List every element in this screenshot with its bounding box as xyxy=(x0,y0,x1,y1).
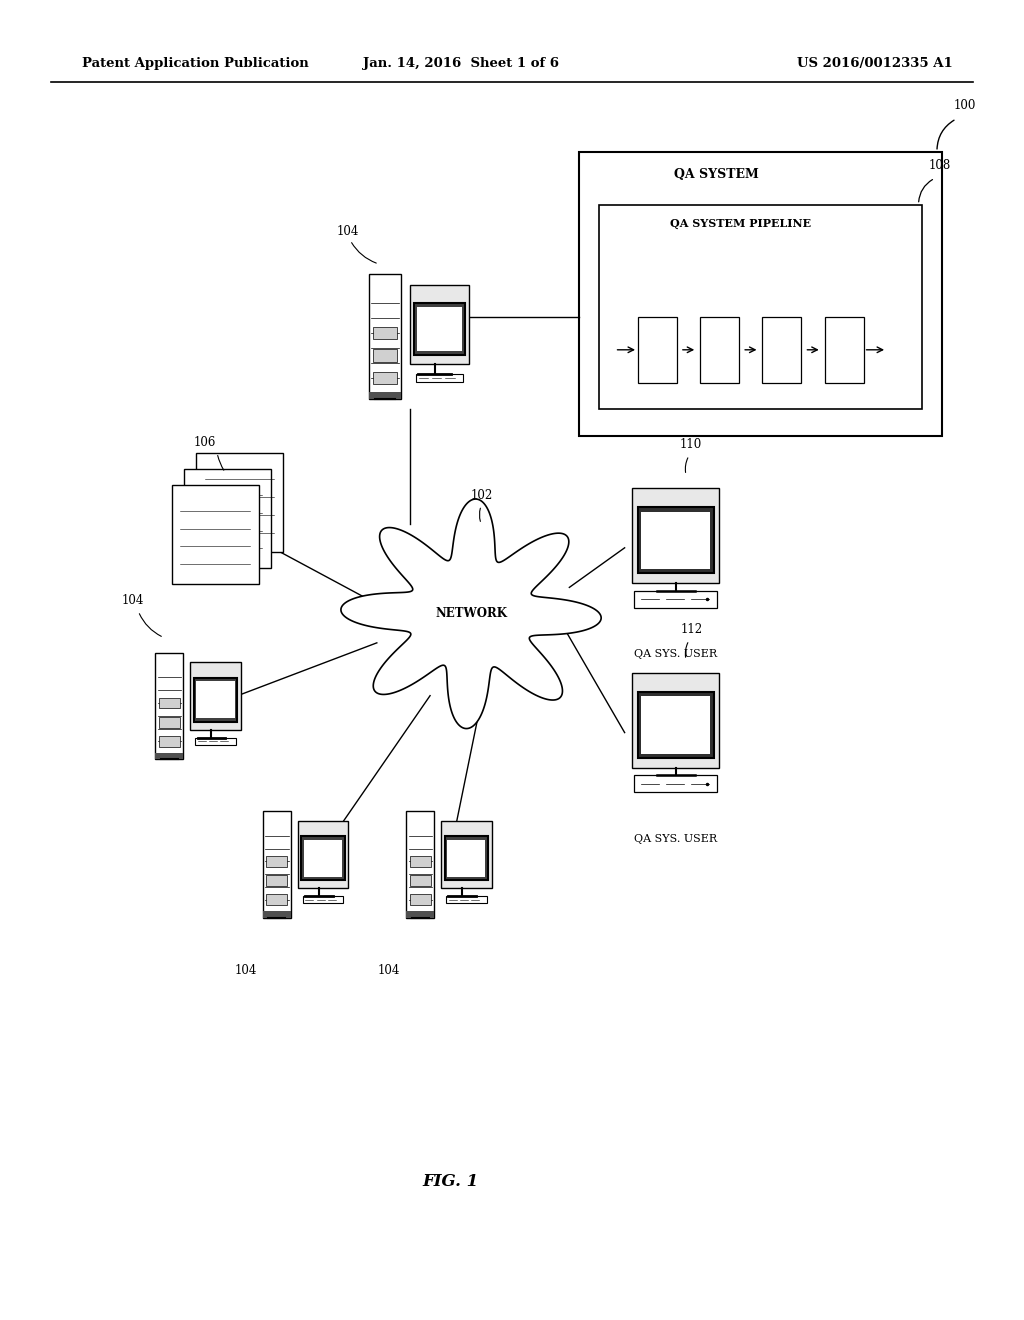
Bar xyxy=(641,512,711,569)
Bar xyxy=(441,821,492,888)
Bar xyxy=(301,837,345,880)
Bar xyxy=(824,317,863,383)
Bar xyxy=(159,717,179,727)
Bar xyxy=(633,673,719,768)
Bar xyxy=(266,857,287,867)
Text: 104: 104 xyxy=(378,964,400,977)
Bar xyxy=(159,698,179,709)
Bar xyxy=(410,895,430,906)
Bar xyxy=(190,663,241,730)
Bar xyxy=(373,326,397,339)
Text: 112: 112 xyxy=(680,623,702,636)
Text: QA SYSTEM PIPELINE: QA SYSTEM PIPELINE xyxy=(671,218,812,228)
Text: 100: 100 xyxy=(953,99,976,112)
Bar xyxy=(266,875,287,886)
Bar xyxy=(298,821,348,888)
Bar xyxy=(197,681,234,718)
Bar xyxy=(410,857,430,867)
Bar xyxy=(444,837,488,880)
Bar xyxy=(171,486,258,583)
Bar xyxy=(156,754,183,759)
Bar xyxy=(635,590,717,607)
Bar xyxy=(263,812,291,917)
Text: FIG. 1: FIG. 1 xyxy=(423,1173,478,1189)
Text: Patent Application Publication: Patent Application Publication xyxy=(82,57,308,70)
Text: 108: 108 xyxy=(929,158,951,172)
Bar xyxy=(410,875,430,886)
Text: US 2016/0012335 A1: US 2016/0012335 A1 xyxy=(797,57,952,70)
Text: Jan. 14, 2016  Sheet 1 of 6: Jan. 14, 2016 Sheet 1 of 6 xyxy=(362,57,559,70)
Bar xyxy=(763,317,802,383)
Bar xyxy=(446,896,486,903)
Bar xyxy=(447,840,485,876)
Bar xyxy=(373,350,397,362)
Bar xyxy=(638,507,714,573)
Text: QA SYSTEM: QA SYSTEM xyxy=(675,168,759,181)
Bar xyxy=(304,840,342,876)
Text: 104: 104 xyxy=(122,594,144,607)
Bar xyxy=(373,372,397,384)
Bar xyxy=(410,285,469,364)
Bar xyxy=(633,488,719,583)
Text: 102: 102 xyxy=(470,488,493,502)
Bar xyxy=(196,454,283,552)
Bar xyxy=(303,896,343,903)
Bar xyxy=(641,697,711,754)
Bar xyxy=(638,692,714,758)
Bar xyxy=(196,738,236,744)
Bar xyxy=(700,317,739,383)
Bar xyxy=(635,775,717,792)
Bar xyxy=(266,895,287,906)
Bar xyxy=(156,653,183,759)
Bar xyxy=(369,275,401,399)
Polygon shape xyxy=(341,499,601,729)
Bar xyxy=(407,912,434,917)
Text: NETWORK: NETWORK xyxy=(435,607,507,620)
Bar xyxy=(159,737,179,747)
Bar xyxy=(407,812,434,917)
Bar xyxy=(194,678,238,722)
Text: 104: 104 xyxy=(337,224,359,238)
Bar xyxy=(184,470,270,568)
Text: 106: 106 xyxy=(194,436,216,449)
Text: 110: 110 xyxy=(680,438,702,451)
Bar xyxy=(638,317,677,383)
Bar xyxy=(369,392,401,399)
Bar xyxy=(416,374,463,381)
Bar xyxy=(417,308,462,351)
Bar xyxy=(579,152,942,436)
Bar xyxy=(414,304,465,355)
Text: 104: 104 xyxy=(234,964,257,977)
Bar xyxy=(599,205,922,409)
Bar xyxy=(263,912,291,917)
Text: QA SYS. USER: QA SYS. USER xyxy=(634,834,718,845)
Text: QA SYS. USER: QA SYS. USER xyxy=(634,649,718,660)
